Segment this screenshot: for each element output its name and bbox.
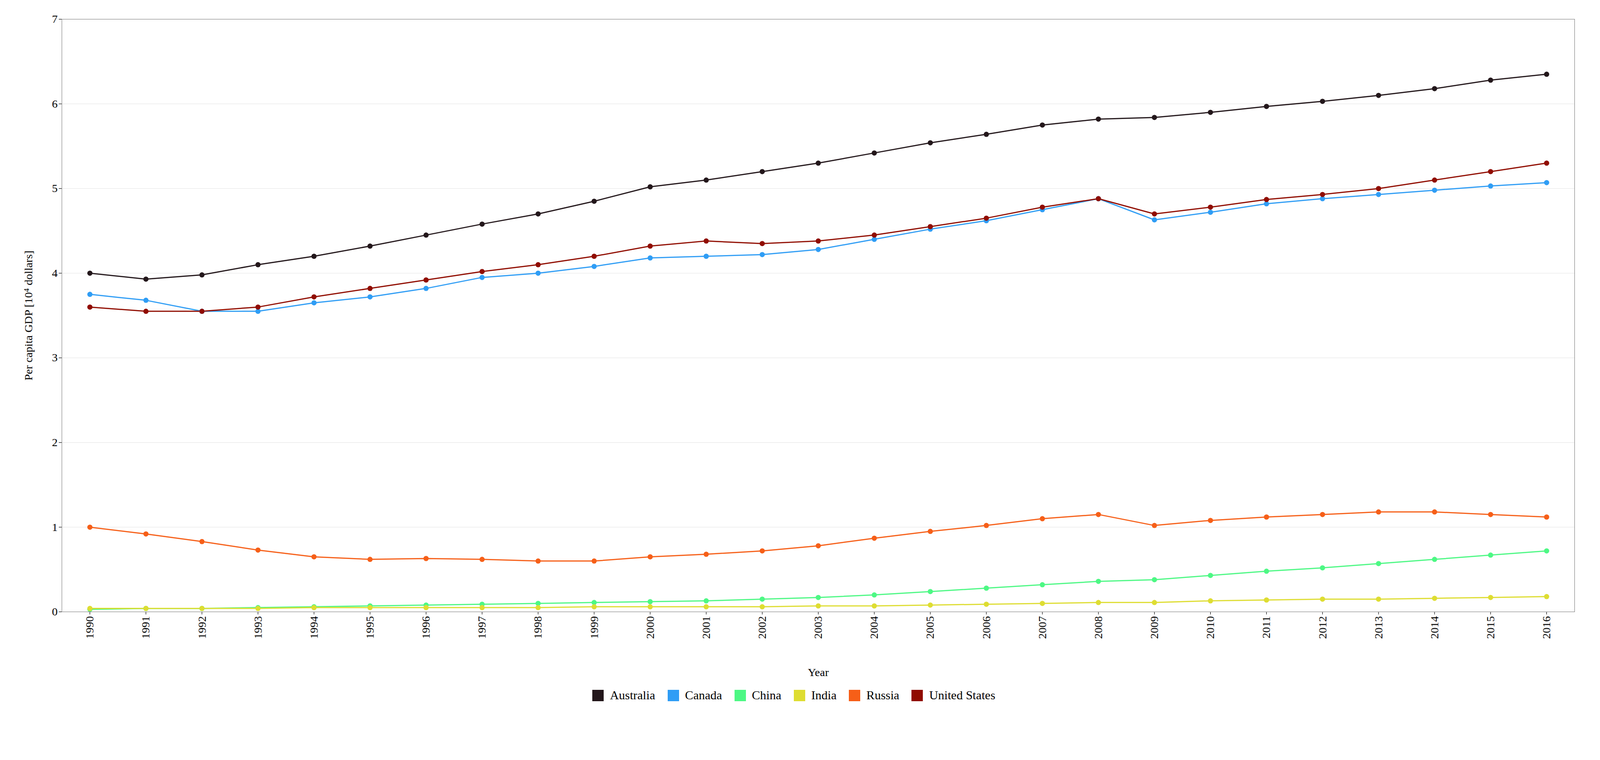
- svg-text:1993: 1993: [251, 616, 265, 640]
- svg-text:2016: 2016: [1540, 616, 1553, 640]
- svg-text:1994: 1994: [307, 616, 321, 640]
- html-text:Canada: Canada: [685, 688, 722, 703]
- svg-text:2009: 2009: [1148, 616, 1161, 640]
- svg-text:2005: 2005: [923, 616, 937, 640]
- svg-text:2007: 2007: [1036, 616, 1049, 640]
- svg-text:2011: 2011: [1259, 616, 1273, 639]
- html-text:India: India: [811, 688, 837, 703]
- svg-text:Per capita GDP [10⁴ dollars]: Per capita GDP [10⁴ dollars]: [22, 250, 35, 381]
- svg-text:1997: 1997: [475, 616, 488, 640]
- svg-text:2013: 2013: [1372, 616, 1385, 640]
- svg-text:1991: 1991: [139, 616, 152, 640]
- svg-text:2003: 2003: [811, 616, 825, 640]
- svg-text:7: 7: [52, 12, 58, 26]
- svg-text:2014: 2014: [1428, 616, 1441, 640]
- svg-text:2012: 2012: [1316, 616, 1329, 640]
- svg-text:2010: 2010: [1204, 616, 1217, 640]
- html-text:Russia: Russia: [866, 688, 900, 703]
- svg-text:1990: 1990: [83, 616, 96, 640]
- svg-text:3: 3: [52, 351, 58, 364]
- svg-text:5: 5: [52, 182, 58, 195]
- svg-text:1998: 1998: [531, 616, 544, 640]
- svg-text:6: 6: [52, 97, 58, 111]
- svg-text:2004: 2004: [867, 616, 881, 640]
- svg-text:2006: 2006: [980, 616, 993, 640]
- svg-text:1999: 1999: [588, 616, 601, 640]
- svg-text:2015: 2015: [1484, 616, 1497, 640]
- svg-text:1996: 1996: [419, 616, 433, 640]
- svg-text:2008: 2008: [1092, 616, 1105, 640]
- html-text:China: China: [751, 688, 782, 703]
- svg-text:2: 2: [52, 436, 58, 449]
- svg-text:4: 4: [52, 266, 58, 280]
- html-text:Australia: Australia: [609, 688, 656, 703]
- svg-text:2002: 2002: [755, 616, 769, 640]
- svg-text:1995: 1995: [363, 616, 377, 640]
- html-text:United States: United States: [929, 688, 996, 703]
- svg-text:2000: 2000: [643, 616, 657, 640]
- svg-text:1: 1: [52, 521, 58, 534]
- svg-text:0: 0: [52, 605, 58, 618]
- svg-text:2001: 2001: [699, 616, 713, 640]
- svg-text:1992: 1992: [195, 616, 209, 640]
- svg-text:Year: Year: [807, 666, 829, 679]
